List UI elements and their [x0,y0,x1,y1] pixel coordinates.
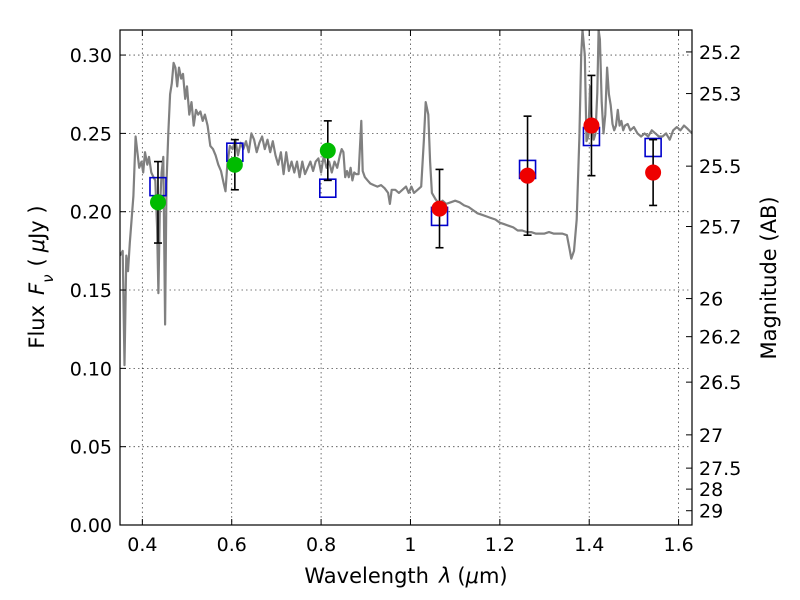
x-tick-label-1: 0.6 [217,534,247,556]
y-tick-label-4: 0.20 [70,202,112,224]
y-tick-label-2: 0.10 [70,358,112,380]
x-axis-label-symbol: λ [438,564,451,588]
x-tick-label-0: 0.4 [127,534,157,556]
y2-tick-label-1: 25.3 [699,84,741,106]
y-tick-label-6: 0.30 [70,45,112,67]
y-tick-label-3: 0.15 [70,280,112,302]
x-axis-label: Wavelength λ (μm) [304,564,507,588]
y-tick-label-0: 0.00 [70,515,112,537]
y2-tick-label-8: 27.5 [699,458,741,480]
observed-point-4 [519,167,536,184]
y-tick-label-1: 0.05 [70,437,112,459]
y-axis-label-text: Flux [25,305,49,349]
model-spectrum-line [120,30,692,367]
x-tick-label-6: 1.6 [663,534,693,556]
y2-tick-label-3: 25.7 [699,217,741,239]
observed-point-3 [431,200,448,217]
y2-tick-label-5: 26.2 [699,327,741,349]
x-tick-label-5: 1.4 [574,534,604,556]
y2-tick-label-6: 26.5 [699,372,741,394]
y2-tick-label-2: 25.5 [699,156,741,178]
observed-point-0 [149,194,166,211]
x-tick-label-3: 1 [404,534,416,556]
observed-photometry-points [149,117,662,217]
y-axis-label-unit-close: Jy ) [25,205,49,241]
y-axis-label-unit-mu: μ [25,239,49,253]
grid-lines [120,30,692,526]
x-axis-label-unit-open: ( [457,564,465,588]
y2-axis-label: Magnitude (AB) [757,196,781,359]
y-axis-ticks: 0.00 0.05 0.10 0.15 0.20 0.25 0.30 [70,45,126,537]
model-spectrum-layer [120,30,692,367]
x-axis-ticks: 0.4 0.6 0.8 1 1.2 1.4 1.6 [127,30,694,556]
observed-point-2 [319,142,336,159]
observed-point-5 [583,117,600,134]
y2-tick-label-0: 25.2 [699,42,741,64]
y-axis-label-subscript: ν [39,274,57,282]
x-axis-label-text: Wavelength [304,564,429,588]
y2-tick-label-10: 29 [699,501,723,523]
observed-point-1 [226,156,243,173]
y-tick-label-5: 0.25 [70,123,112,145]
x-axis-label-unit-close: m) [479,564,508,588]
y-axis-label: Flux Fν ( μJy ) [25,205,57,348]
y-axis-label-unit-open: ( [25,258,49,266]
y2-tick-label-9: 28 [699,479,723,501]
y-axis-label-symbol: F [25,282,49,295]
observed-point-6 [645,164,662,181]
x-tick-label-4: 1.2 [485,534,515,556]
model-square-2 [318,178,337,199]
y2-tick-label-4: 26 [699,289,723,311]
plot-frame [119,29,693,526]
x-axis-label-unit-mu: μ [465,564,479,588]
x-tick-label-2: 0.8 [306,534,336,556]
y2-tick-label-7: 27 [699,425,723,447]
